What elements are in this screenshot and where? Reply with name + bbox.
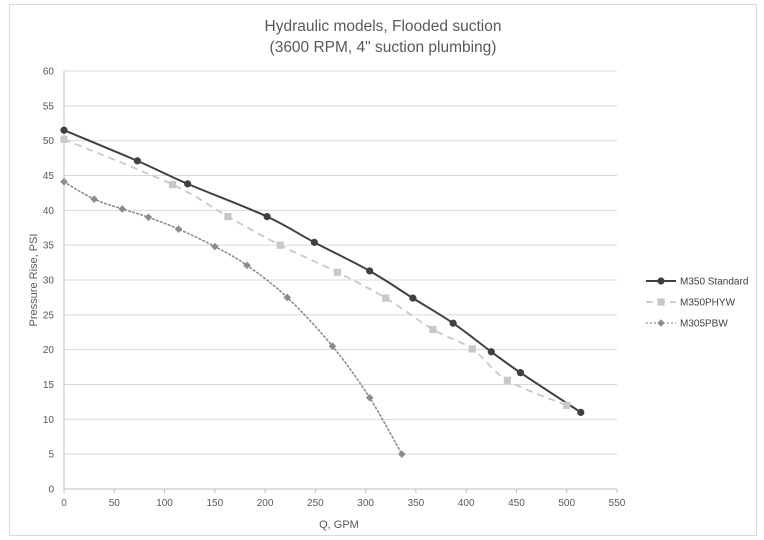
data-point bbox=[577, 408, 585, 416]
series-2 bbox=[60, 177, 406, 458]
data-point bbox=[263, 213, 271, 221]
y-tick-label: 60 bbox=[43, 67, 55, 78]
data-point bbox=[328, 342, 337, 350]
data-point bbox=[133, 157, 141, 165]
legend-entry: M305PBW bbox=[646, 319, 728, 330]
data-point bbox=[516, 369, 525, 377]
data-point bbox=[310, 238, 318, 246]
y-tick-label: 40 bbox=[43, 206, 55, 217]
data-point bbox=[563, 401, 571, 409]
y-tick-label: 45 bbox=[43, 171, 55, 182]
gridlines bbox=[64, 70, 617, 490]
chart-subtitle: (3600 RPM, 4" suction plumbing) bbox=[270, 39, 497, 56]
y-tick-label: 30 bbox=[43, 276, 55, 287]
data-point bbox=[409, 294, 417, 302]
y-tick-label: 20 bbox=[43, 345, 55, 356]
legend-entry: M350 Standard bbox=[646, 277, 748, 288]
data-point bbox=[90, 195, 98, 203]
chart-frame bbox=[9, 4, 757, 536]
legend-label: M350PHYW bbox=[680, 298, 736, 309]
data-point bbox=[144, 213, 153, 222]
chart-title: Hydraulic models, Flooded suction bbox=[265, 18, 502, 35]
data-point bbox=[449, 319, 457, 327]
y-axis-label: Pressure Rise, PSI bbox=[28, 234, 40, 327]
x-tick-label: 200 bbox=[257, 498, 274, 509]
data-point bbox=[276, 241, 284, 249]
x-tick-label: 50 bbox=[109, 498, 121, 509]
x-axis-label: Q, GPM bbox=[319, 519, 359, 531]
x-tick-label: 0 bbox=[61, 498, 67, 509]
legend-swatch-marker bbox=[657, 298, 665, 306]
x-tick-label: 150 bbox=[206, 498, 223, 509]
data-point bbox=[60, 135, 68, 143]
y-tick-label: 5 bbox=[48, 450, 54, 461]
tick-labels: 0 5 10 15 20 25 30 35 40 45 50 55 60 0 50 100 150 200 250 3… bbox=[43, 67, 626, 510]
series-line bbox=[63, 138, 568, 407]
x-tick-label: 350 bbox=[408, 498, 425, 509]
x-tick-label: 300 bbox=[357, 498, 374, 509]
legend-swatch-marker bbox=[657, 319, 665, 327]
data-point bbox=[487, 348, 495, 356]
y-tick-label: 0 bbox=[48, 485, 54, 496]
data-point bbox=[60, 126, 68, 134]
data-point bbox=[243, 261, 251, 270]
y-tick-label: 50 bbox=[43, 136, 55, 147]
data-point bbox=[333, 268, 342, 276]
data-point bbox=[429, 325, 437, 334]
y-tick-label: 55 bbox=[43, 101, 55, 112]
data-point bbox=[398, 450, 406, 458]
x-tick-label: 450 bbox=[508, 498, 525, 509]
axes bbox=[63, 71, 618, 493]
data-point bbox=[468, 345, 476, 353]
data-point bbox=[283, 293, 292, 302]
series-line bbox=[63, 129, 582, 414]
x-tick-label: 500 bbox=[558, 498, 575, 509]
data-point bbox=[60, 177, 68, 186]
series-1 bbox=[60, 135, 571, 409]
data-point bbox=[224, 213, 232, 221]
data-point bbox=[118, 205, 127, 213]
y-tick-label: 25 bbox=[43, 310, 55, 321]
data-point bbox=[168, 180, 177, 189]
y-tick-label: 10 bbox=[43, 415, 55, 426]
x-tick-label: 550 bbox=[609, 498, 626, 509]
legend-swatch-marker bbox=[657, 277, 665, 285]
y-tick-label: 15 bbox=[43, 380, 55, 391]
data-point bbox=[184, 180, 192, 188]
legend-label: M305PBW bbox=[680, 319, 728, 330]
data-point bbox=[365, 393, 374, 402]
x-tick-label: 250 bbox=[307, 498, 324, 509]
series-line bbox=[63, 180, 403, 455]
y-tick-label: 35 bbox=[43, 241, 55, 252]
legend-entry: M350PHYW bbox=[646, 298, 736, 309]
x-tick-label: 100 bbox=[156, 498, 173, 509]
x-tick-label: 400 bbox=[458, 498, 475, 509]
legend-label: M350 Standard bbox=[680, 277, 748, 288]
data-point bbox=[503, 376, 512, 384]
plot-series bbox=[60, 126, 585, 458]
data-point bbox=[382, 294, 390, 302]
series-0 bbox=[60, 126, 585, 416]
data-point bbox=[211, 242, 219, 251]
legend: M350 Standard M350PHYW M305PBW bbox=[646, 277, 748, 330]
data-point bbox=[174, 225, 183, 233]
data-point bbox=[366, 267, 374, 275]
